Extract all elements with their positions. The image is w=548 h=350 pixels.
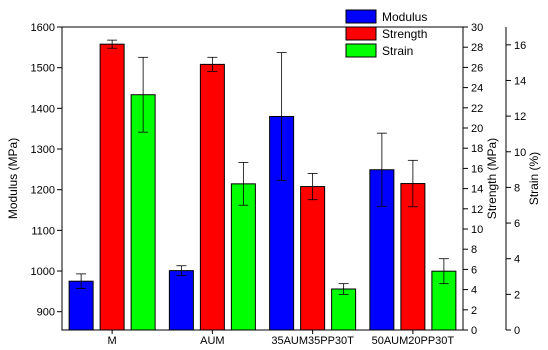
bar-strength-1: [199, 63, 225, 331]
left-tick-label: 1200: [31, 185, 55, 197]
bar-modulus-1: [168, 270, 194, 331]
plot-frame: [61, 26, 464, 331]
legend-label-strength: Strength: [382, 27, 427, 41]
error-bar-modulus-2: [276, 52, 287, 181]
error-bar-modulus-0: [76, 273, 87, 289]
left-tick-label: 1000: [31, 266, 55, 278]
right1-tick-label: 8: [471, 244, 477, 256]
right1-tick-label: 0: [471, 325, 477, 337]
bar-strain-2: [331, 288, 357, 331]
right1-tick-label: 16: [471, 163, 483, 175]
right2-tick-label: 6: [514, 218, 520, 230]
right2-tick-label: 0: [514, 325, 520, 337]
error-bar-strength-2: [307, 173, 318, 201]
legend-swatch-strain: [345, 43, 377, 58]
legend-swatch-strength: [345, 26, 377, 41]
right2-tick-label: 16: [514, 40, 526, 52]
right2-tick-label: 8: [514, 182, 520, 194]
error-bar-strain-1: [238, 162, 249, 206]
right1-tick-label: 20: [471, 123, 483, 135]
right1-tick-label: 24: [471, 83, 483, 95]
right1-tick-label: 10: [471, 224, 483, 236]
right2-tick-label: 10: [514, 147, 526, 159]
x-tick-label: 50AUM20PP30T: [372, 335, 455, 345]
right1-tick-label: 28: [471, 42, 483, 54]
right1-tick-label: 6: [471, 264, 477, 276]
legend-swatch-modulus: [345, 9, 377, 24]
left-tick-label: 900: [37, 307, 55, 319]
right1-tick-label: 18: [471, 143, 483, 155]
right1-tick-label: 2: [471, 305, 477, 317]
bar-strength-2: [300, 186, 326, 331]
x-tick-label: 35AUM35PP30T: [271, 335, 354, 345]
right1-tick-label: 30: [471, 22, 483, 34]
left-tick-label: 1600: [31, 22, 55, 34]
bar-strain-1: [230, 183, 256, 331]
legend-label-strain: Strain: [382, 44, 413, 58]
legend: Modulus Strength Strain: [345, 9, 427, 58]
bar-strain-0: [130, 94, 156, 331]
error-bar-strain-2: [338, 283, 349, 295]
right1-tick-label: 26: [471, 62, 483, 74]
right2-tick-label: 14: [514, 75, 526, 87]
right1-tick-label: 4: [471, 285, 477, 297]
left-axis-label: Modulus (MPa): [6, 138, 20, 219]
right1-tick-label: 22: [471, 103, 483, 115]
left-tick-label: 1500: [31, 63, 55, 75]
bar-strength-0: [99, 43, 125, 331]
right2-axis-label: Strain (%): [527, 152, 541, 205]
error-bar-strain-3: [438, 258, 449, 285]
right1-tick-label: 14: [471, 184, 483, 196]
right2-tick-label: 12: [514, 111, 526, 123]
right2-tick-label: 2: [514, 289, 520, 301]
error-bar-modulus-3: [376, 132, 387, 207]
error-bar-strength-3: [407, 159, 418, 208]
error-bar-strength-1: [207, 56, 218, 72]
error-bar-modulus-1: [176, 265, 187, 276]
x-tick-label: M: [108, 335, 117, 345]
left-tick-label: 1100: [31, 225, 55, 237]
left-tick-label: 1400: [31, 103, 55, 115]
right2-tick-label: 4: [514, 254, 520, 266]
x-tick-label: AUM: [200, 335, 224, 345]
right1-tick-label: 12: [471, 204, 483, 216]
right1-axis-label: Strength (MPa): [485, 138, 499, 219]
error-bar-strain-0: [138, 56, 149, 133]
legend-label-modulus: Modulus: [382, 10, 427, 24]
left-tick-label: 1300: [31, 144, 55, 156]
error-bar-strength-0: [107, 39, 118, 49]
